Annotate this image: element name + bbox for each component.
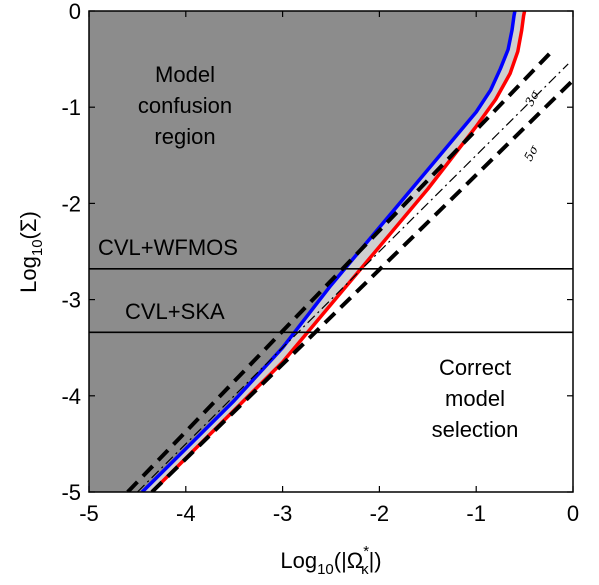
lower-dashed-line	[150, 78, 573, 492]
x-tick-label: -4	[176, 501, 196, 526]
x-tick-label: 0	[567, 501, 579, 526]
y-tick-label: -3	[61, 288, 81, 313]
plot-frame	[88, 10, 574, 493]
x-tick-label: -3	[273, 501, 293, 526]
y-tick-label: -5	[61, 480, 81, 505]
correct-label-line2: model	[445, 386, 505, 411]
sigma5-label: 5σ	[521, 142, 541, 163]
sigma5-dashdot-line	[136, 63, 569, 492]
sigma3-label: 3σ	[522, 87, 542, 108]
ska-label: CVL+SKA	[125, 299, 225, 324]
x-axis-label: Log10(|Ω* κ|)	[280, 543, 381, 578]
x-tick-label: -1	[466, 501, 486, 526]
x-tick-label: -5	[79, 501, 99, 526]
y-tick-label: 0	[69, 0, 81, 24]
sigma3-dashed-line	[126, 48, 556, 492]
confusion-label-line1: Model	[155, 62, 215, 87]
blue-curve	[140, 11, 517, 492]
y-tick-label: -1	[61, 95, 81, 120]
y-tick-label: -4	[61, 384, 81, 409]
correct-label-line3: selection	[432, 417, 519, 442]
confusion-label-line3: region	[154, 124, 215, 149]
y-tick-label: -2	[61, 191, 81, 216]
wfmos-label: CVL+WFMOS	[98, 235, 238, 260]
correct-label-line1: Correct	[439, 355, 511, 380]
y-axis-label: Log10(Σ)	[16, 211, 46, 293]
x-tick-label: -2	[370, 501, 390, 526]
confusion-region	[89, 11, 515, 492]
confusion-label-line2: confusion	[138, 93, 232, 118]
